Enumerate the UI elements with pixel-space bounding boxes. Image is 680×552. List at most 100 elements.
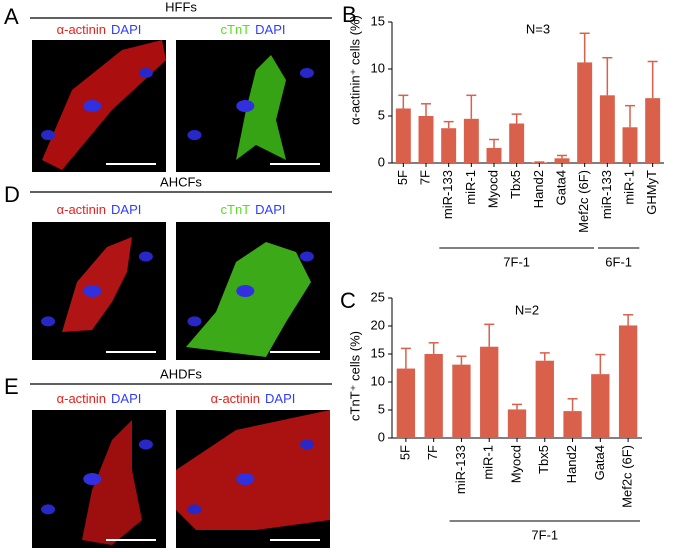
nucleus xyxy=(138,251,153,262)
bar xyxy=(441,128,457,163)
x-tick-label: Tbx5 xyxy=(536,445,551,474)
x-tick-label: Tbx5 xyxy=(508,170,523,199)
y-tick-label: 0 xyxy=(378,154,385,169)
stain-name: DAPI xyxy=(255,202,285,217)
nucleus xyxy=(83,285,102,297)
panel-letter: E xyxy=(4,374,19,399)
y-axis-label: α-actinin⁺ cells (%) xyxy=(347,15,362,125)
x-tick-label: miR-133 xyxy=(453,445,468,494)
stain-label: α-actinin DAPI xyxy=(211,391,296,406)
nucleus xyxy=(138,68,153,78)
nucleus xyxy=(236,285,255,297)
bar xyxy=(599,95,615,163)
stain-label: α-actinin DAPI xyxy=(57,202,142,217)
stain-name: α-actinin xyxy=(57,22,106,37)
cell-body xyxy=(186,242,311,357)
y-tick-label: 0 xyxy=(378,429,385,444)
bar xyxy=(577,62,593,163)
nucleus xyxy=(299,251,314,262)
y-tick-label: 5 xyxy=(378,107,385,122)
x-tick-label: Mef2c (6F) xyxy=(620,445,635,508)
stain-label: cTnT DAPI xyxy=(221,202,286,217)
x-tick-label: 5F xyxy=(395,170,410,185)
cell-body xyxy=(62,237,132,332)
cell-body xyxy=(82,420,142,545)
x-tick-label: Gata4 xyxy=(592,445,607,480)
nucleus xyxy=(299,68,314,78)
x-tick-label: Myocd xyxy=(508,445,523,483)
x-tick-label: miR-1 xyxy=(621,170,636,205)
nucleus xyxy=(187,504,202,515)
panel-title: AHCFs xyxy=(160,174,202,189)
stain-name: DAPI xyxy=(111,391,141,406)
x-tick-label: Hand2 xyxy=(564,445,579,483)
cell-body xyxy=(176,410,330,530)
x-tick-label: miR-1 xyxy=(481,445,496,480)
nucleus xyxy=(299,439,314,450)
cell-body xyxy=(236,55,286,160)
stain-name: DAPI xyxy=(255,22,285,37)
annotation: N=3 xyxy=(526,21,550,36)
x-tick-label: 7F xyxy=(417,170,432,185)
bar xyxy=(509,123,525,163)
nucleus xyxy=(41,130,56,141)
stain-name: cTnT xyxy=(221,22,251,37)
cell-body xyxy=(42,40,166,170)
bar xyxy=(480,346,499,438)
bar xyxy=(463,118,479,163)
panel-title: HFFs xyxy=(165,0,197,14)
bar xyxy=(424,354,443,438)
y-tick-label: 10 xyxy=(371,373,385,388)
nucleus xyxy=(83,100,102,112)
bar xyxy=(452,364,471,438)
x-tick-label: miR-1 xyxy=(463,170,478,205)
bar xyxy=(418,116,434,163)
stain-label: α-actinin DAPI xyxy=(57,22,142,37)
stain-name: α-actinin xyxy=(57,202,106,217)
bar xyxy=(645,98,661,163)
panel-letter: A xyxy=(4,4,19,29)
x-tick-label: Myocd xyxy=(485,170,500,208)
x-tick-label: GHMyT xyxy=(644,170,659,215)
cell xyxy=(41,40,166,170)
group-label: 7F-1 xyxy=(503,254,530,269)
cell xyxy=(187,55,314,160)
group-label: 7F-1 xyxy=(531,527,558,542)
nucleus xyxy=(41,316,56,327)
bar xyxy=(486,147,502,163)
annotation: N=2 xyxy=(515,302,539,317)
y-tick-label: 20 xyxy=(371,317,385,332)
nucleus xyxy=(41,504,56,515)
stain-name: α-actinin xyxy=(57,391,106,406)
y-tick-label: 5 xyxy=(378,401,385,416)
x-tick-label: Mef2c (6F) xyxy=(576,170,591,233)
bar xyxy=(554,158,570,163)
x-tick-label: Gata4 xyxy=(553,170,568,205)
nucleus xyxy=(138,439,153,450)
panel-letter: B xyxy=(342,2,357,27)
bar xyxy=(591,374,610,438)
y-tick-label: 25 xyxy=(371,289,385,304)
bar xyxy=(396,368,416,438)
panel-letter: C xyxy=(340,288,356,313)
stain-label: α-actinin DAPI xyxy=(57,391,142,406)
x-tick-label: miR-133 xyxy=(599,170,614,219)
x-tick-label: 7F xyxy=(425,445,440,460)
bar xyxy=(622,127,638,163)
cell xyxy=(41,420,153,545)
nucleus xyxy=(236,100,255,112)
x-tick-label: Hand2 xyxy=(531,170,546,208)
cell xyxy=(41,237,153,332)
nucleus xyxy=(83,473,102,485)
bar xyxy=(395,108,411,163)
bar xyxy=(563,411,582,438)
nucleus xyxy=(187,316,202,327)
stain-name: DAPI xyxy=(265,391,295,406)
x-tick-label: miR-133 xyxy=(440,170,455,219)
panel-letter: D xyxy=(4,182,20,207)
bar xyxy=(507,409,527,438)
stain-name: cTnT xyxy=(221,202,251,217)
bar xyxy=(535,360,554,438)
x-tick-label: 5F xyxy=(397,445,412,460)
